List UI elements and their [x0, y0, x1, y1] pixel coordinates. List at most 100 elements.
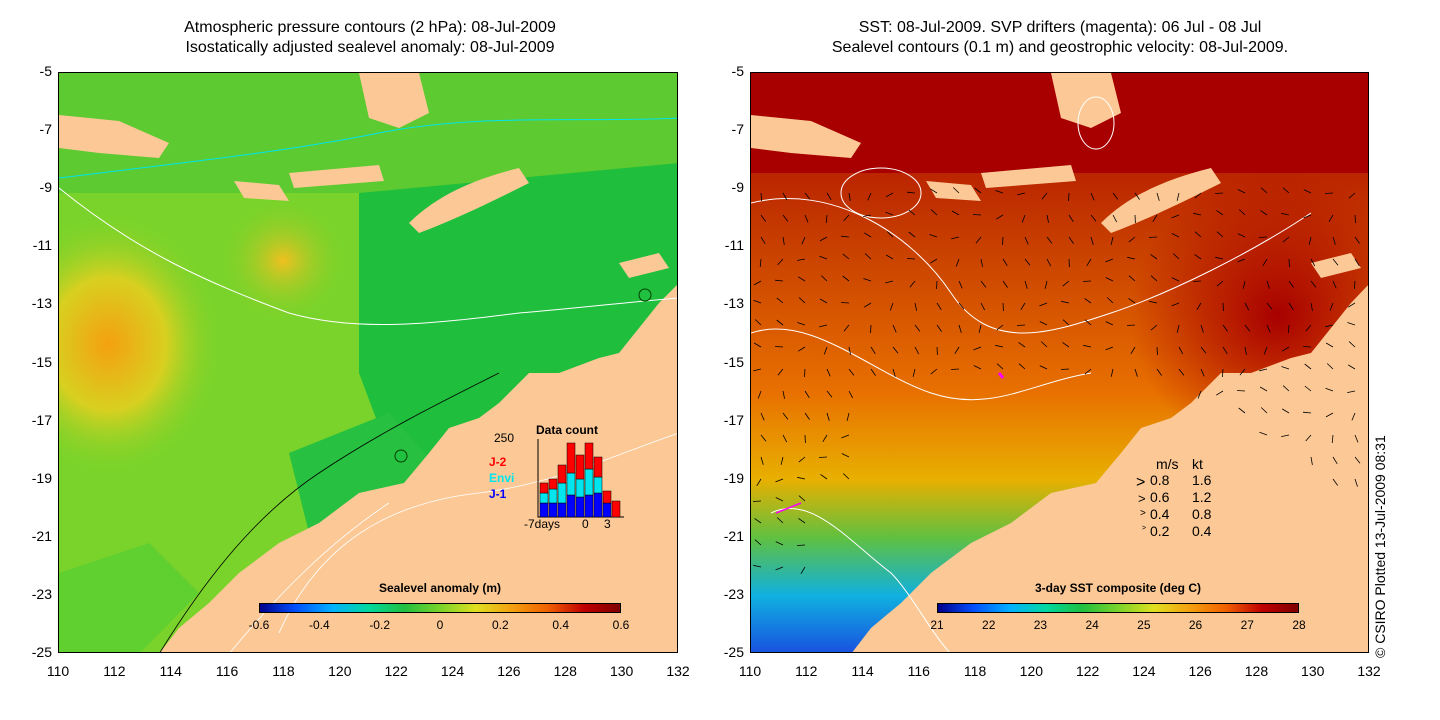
- velocity-arrow: [848, 368, 855, 376]
- velocity-arrow: [914, 346, 920, 355]
- velocity-arrow: [1347, 364, 1356, 370]
- velocity-arrow: [1194, 231, 1202, 238]
- velocity-arrow: [1305, 434, 1312, 442]
- velocity-arrow: [909, 280, 916, 288]
- velocity-arrow: [759, 258, 762, 268]
- velocity-arrow: [753, 368, 762, 372]
- velocity-arrow: [1222, 324, 1228, 332]
- velocity-arrow: [1024, 236, 1029, 245]
- x-tick-label: 130: [1301, 663, 1325, 679]
- velocity-arrow: [820, 474, 828, 480]
- velocity-arrows: [752, 187, 1361, 575]
- velocity-arrow: [1021, 214, 1026, 223]
- velocity-arrow: [843, 324, 850, 332]
- y-tick-label: -11: [32, 237, 52, 254]
- velocity-arrow: [752, 500, 762, 502]
- x-tick-label: 128: [1244, 663, 1269, 679]
- velocity-arrow: [863, 232, 872, 238]
- velocity-arrow: [774, 279, 784, 282]
- velocity-arrow: [796, 544, 806, 546]
- velocity-arrow: [1236, 390, 1246, 392]
- velocity-arrow: [775, 566, 784, 571]
- velocity-arrow: [819, 236, 828, 242]
- velocity-arrow: [1068, 192, 1070, 202]
- colorbar-tick-label: 0.6: [612, 618, 630, 632]
- velocity-arrow: [1258, 236, 1268, 238]
- velocity-legend-kt: 1.2: [1192, 489, 1212, 505]
- velocity-arrow: [782, 412, 789, 420]
- velocity-arrow: [1215, 256, 1224, 260]
- velocity-legend-ms: 0.6: [1150, 489, 1170, 505]
- y-tick-label: -15: [31, 353, 52, 370]
- velocity-arrow: [1304, 385, 1312, 392]
- velocity-arrow: [885, 211, 894, 216]
- velocity-arrow: [936, 302, 942, 311]
- x-tick-label: 128: [553, 663, 577, 679]
- velocity-arrow: [1152, 214, 1158, 223]
- velocity-arrow: [780, 456, 784, 465]
- velocity-arrow: [754, 539, 762, 546]
- velocity-arrow: [1090, 236, 1094, 245]
- velocity-arrow: [1200, 368, 1205, 377]
- velocity-arrow: [950, 368, 960, 370]
- velocity-arrow: [906, 191, 916, 194]
- velocity-arrow: [930, 368, 938, 375]
- data-count-bar: [584, 468, 594, 496]
- data-count-legend-item: J-2: [489, 455, 507, 469]
- velocity-arrow: [1024, 258, 1031, 266]
- velocity-arrow: [819, 255, 828, 260]
- data-count-bar: [566, 442, 576, 474]
- sealevel-eddy: [840, 167, 922, 219]
- velocity-arrow: [958, 324, 962, 333]
- velocity-arrow: [1259, 386, 1268, 392]
- velocity-arrow: [870, 324, 872, 334]
- velocity-arrow: [1216, 210, 1224, 216]
- x-tick-label: 114: [851, 663, 874, 679]
- velocity-arrow: [1222, 368, 1224, 378]
- velocity-arrow: [864, 253, 872, 260]
- velocity-arrow: [908, 209, 916, 216]
- velocity-arrow: [885, 192, 894, 198]
- velocity-arrow: [1354, 434, 1359, 443]
- velocity-arrow: [929, 234, 938, 238]
- velocity-arrow: [892, 346, 899, 354]
- velocity-arrow: [1331, 434, 1334, 444]
- left-title-line2: Isostatically adjusted sealevel anomaly:…: [185, 39, 555, 56]
- velocity-arrow: [1178, 346, 1184, 355]
- land-north-islands: [1051, 73, 1121, 128]
- velocity-arrow: [1308, 236, 1312, 245]
- velocity-arrow: [797, 476, 806, 480]
- y-tick-label: -19: [723, 469, 744, 486]
- velocity-arrow: [1282, 187, 1290, 194]
- velocity-arrow: [776, 319, 784, 326]
- colorbar-tick-label: -0.2: [369, 618, 390, 632]
- colorbar-tick-label: 24: [1085, 618, 1099, 632]
- velocity-arrow: [972, 214, 982, 216]
- velocity-arrow: [1263, 346, 1268, 355]
- data-count-inset: Data count 250 J-2 Envi J-1 -7days 0 3: [484, 423, 634, 533]
- velocity-arrow: [1347, 390, 1356, 393]
- velocity-arrow: [1347, 322, 1356, 326]
- velocity-arrow: [1178, 368, 1185, 376]
- x-tick-label: 110: [46, 663, 70, 679]
- land-sumba: [926, 181, 981, 201]
- velocity-arrow: [798, 297, 806, 304]
- velocity-arrow: [1325, 324, 1334, 328]
- velocity-arrow: [804, 412, 810, 420]
- velocity-arrow: [1347, 302, 1356, 308]
- velocity-arrow: [1193, 212, 1202, 216]
- data-count-bar: [566, 494, 576, 518]
- velocity-arrow: [1332, 478, 1339, 486]
- velocity-arrow: [1332, 236, 1336, 245]
- velocity-arrow: [1002, 258, 1008, 267]
- velocity-arrow: [1328, 214, 1334, 223]
- data-count-x-label: -7days: [524, 517, 561, 531]
- velocity-arrow: [951, 236, 960, 240]
- x-tick-label: 130: [609, 663, 634, 679]
- velocity-arrow: [1105, 258, 1114, 263]
- data-count-ymax: 250: [494, 431, 515, 445]
- y-tick-label: -5: [39, 63, 52, 79]
- data-count-bar: [539, 492, 549, 504]
- velocity-arrow: [1016, 324, 1026, 326]
- velocity-arrow: [840, 235, 850, 238]
